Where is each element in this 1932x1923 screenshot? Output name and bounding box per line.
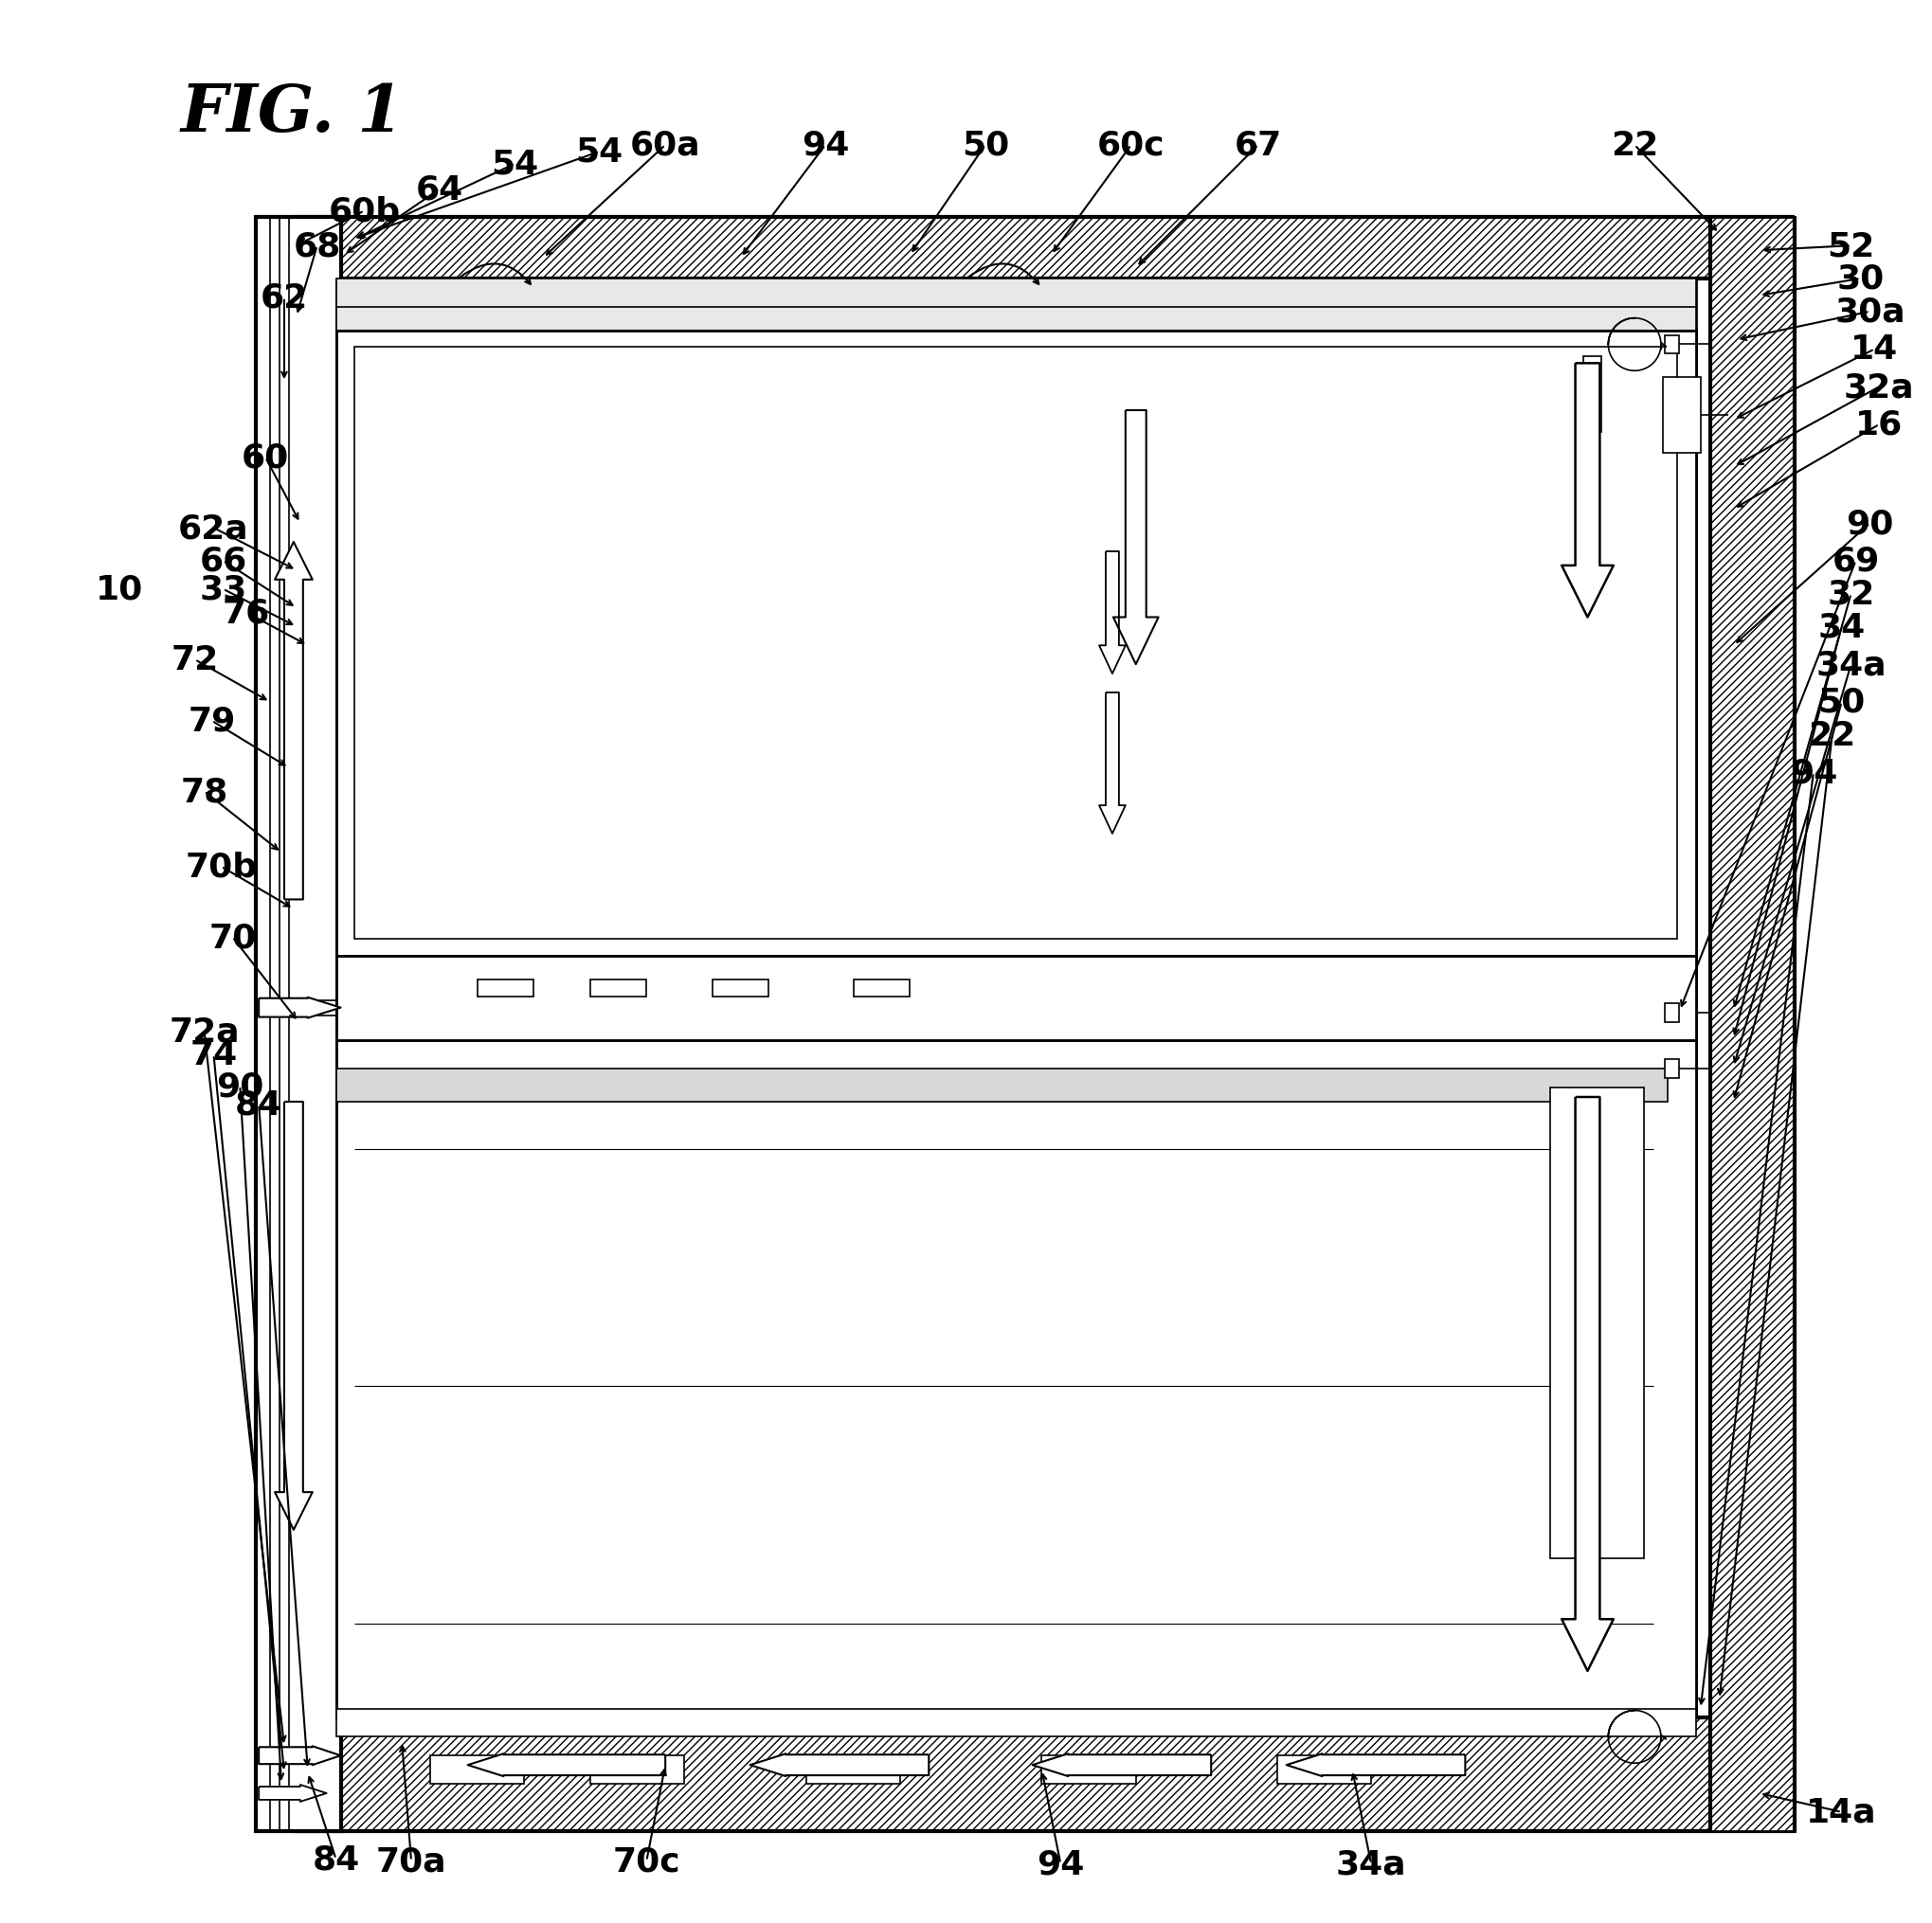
Bar <box>1663 337 1679 354</box>
Text: 14: 14 <box>1849 335 1897 365</box>
Polygon shape <box>274 1102 313 1531</box>
Bar <box>336 1069 1667 1102</box>
Text: 34a: 34a <box>1814 648 1886 681</box>
Bar <box>336 1040 1694 1717</box>
Text: 62: 62 <box>261 283 307 313</box>
Text: 69: 69 <box>1832 546 1878 577</box>
Polygon shape <box>1113 412 1157 665</box>
Text: 32: 32 <box>1826 579 1874 610</box>
Polygon shape <box>259 998 340 1019</box>
Bar <box>355 348 1677 940</box>
Text: 72: 72 <box>170 644 218 677</box>
Bar <box>294 217 1793 279</box>
Text: 70b: 70b <box>185 850 257 883</box>
Bar <box>854 981 910 996</box>
Text: 60b: 60b <box>328 196 400 227</box>
Bar <box>713 981 769 996</box>
Text: 16: 16 <box>1855 410 1903 440</box>
Text: 14a: 14a <box>1804 1796 1876 1829</box>
Text: 68: 68 <box>294 231 340 262</box>
Polygon shape <box>1032 1754 1211 1777</box>
Text: 70a: 70a <box>375 1844 446 1877</box>
Text: 30a: 30a <box>1833 296 1905 329</box>
Text: 94: 94 <box>1036 1848 1084 1881</box>
Bar <box>1582 358 1602 433</box>
Bar <box>336 279 1694 331</box>
Bar <box>1710 217 1793 1831</box>
Polygon shape <box>750 1754 929 1777</box>
Polygon shape <box>259 1785 327 1802</box>
Text: 76: 76 <box>222 596 270 629</box>
Bar <box>255 217 340 1831</box>
Polygon shape <box>259 1746 340 1765</box>
Bar <box>589 981 645 996</box>
Text: 60c: 60c <box>1097 129 1165 162</box>
Polygon shape <box>1561 363 1613 617</box>
Polygon shape <box>1099 692 1124 835</box>
Text: 60a: 60a <box>630 129 701 162</box>
Text: 54: 54 <box>491 148 539 181</box>
Text: 70: 70 <box>209 921 257 954</box>
Text: 10: 10 <box>95 573 143 606</box>
Text: 54: 54 <box>576 137 622 169</box>
Text: 34a: 34a <box>1335 1848 1406 1881</box>
Bar <box>1663 1060 1679 1079</box>
Text: 50: 50 <box>960 129 1009 162</box>
Bar <box>1663 1004 1679 1023</box>
Text: 64: 64 <box>415 173 464 206</box>
Text: 94: 94 <box>1789 758 1837 788</box>
Polygon shape <box>274 542 313 900</box>
Text: 74: 74 <box>189 1038 238 1071</box>
Text: 34: 34 <box>1816 612 1864 644</box>
Bar <box>1041 1756 1136 1785</box>
Bar <box>477 981 533 996</box>
Bar <box>1277 1756 1370 1785</box>
Text: 70c: 70c <box>612 1844 680 1877</box>
Bar <box>1549 1088 1644 1558</box>
Text: 90: 90 <box>216 1069 265 1102</box>
Polygon shape <box>1561 1098 1613 1671</box>
Bar <box>589 1756 684 1785</box>
Polygon shape <box>1287 1754 1464 1777</box>
Text: 72a: 72a <box>168 1015 240 1048</box>
Text: 84: 84 <box>311 1842 359 1875</box>
Bar <box>336 1710 1694 1736</box>
Bar <box>294 1717 1793 1831</box>
Polygon shape <box>1099 552 1124 675</box>
Bar <box>429 1756 524 1785</box>
Text: 52: 52 <box>1826 231 1874 262</box>
Text: 90: 90 <box>1845 508 1893 540</box>
Text: 79: 79 <box>187 706 236 737</box>
Text: 67: 67 <box>1235 129 1281 162</box>
Polygon shape <box>468 1754 665 1777</box>
Bar <box>1662 379 1700 454</box>
Text: 78: 78 <box>180 775 228 808</box>
Text: FIG. 1: FIG. 1 <box>180 83 404 146</box>
Text: 94: 94 <box>802 129 848 162</box>
Text: 84: 84 <box>236 1088 282 1121</box>
Text: 60: 60 <box>242 442 290 475</box>
Text: 22: 22 <box>1808 719 1855 752</box>
Text: 66: 66 <box>199 546 247 577</box>
Text: 32a: 32a <box>1843 371 1915 404</box>
Text: 33: 33 <box>199 573 247 606</box>
Text: 22: 22 <box>1609 129 1658 162</box>
Text: 50: 50 <box>1816 687 1864 719</box>
Bar <box>806 1756 900 1785</box>
Bar <box>336 331 1694 956</box>
Text: 62a: 62a <box>178 512 249 544</box>
Text: 30: 30 <box>1835 263 1884 296</box>
Bar <box>336 956 1694 1040</box>
